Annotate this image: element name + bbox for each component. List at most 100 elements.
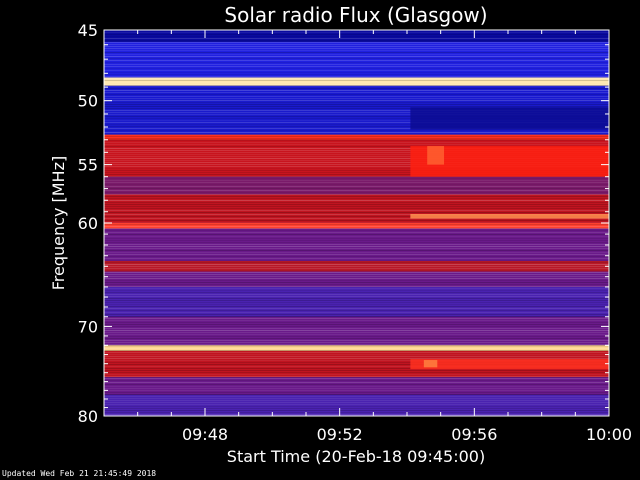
texture-line xyxy=(104,198,609,199)
texture-line xyxy=(104,80,609,81)
feature-1 xyxy=(427,146,445,165)
texture-line xyxy=(104,250,609,251)
texture-line xyxy=(104,326,609,327)
texture-line xyxy=(104,94,609,95)
texture-line xyxy=(104,220,609,221)
texture-line xyxy=(104,390,609,391)
texture-line xyxy=(104,212,609,213)
texture-line xyxy=(104,136,609,137)
texture-line xyxy=(104,82,609,83)
texture-line xyxy=(104,204,609,205)
texture-line xyxy=(104,162,609,163)
x-tick-label: 10:00 xyxy=(586,425,632,444)
band-13 xyxy=(104,286,609,317)
texture-line xyxy=(104,124,609,125)
texture-line xyxy=(104,278,609,279)
texture-line xyxy=(104,44,609,45)
texture-line xyxy=(104,400,609,401)
texture-line xyxy=(104,154,609,155)
texture-line xyxy=(104,36,609,37)
texture-line xyxy=(104,194,609,195)
band-12 xyxy=(104,271,609,287)
texture-line xyxy=(104,96,609,97)
texture-line xyxy=(104,52,609,53)
texture-line xyxy=(104,38,609,39)
texture-line xyxy=(104,308,609,309)
texture-line xyxy=(104,406,609,407)
y-tick-label: 50 xyxy=(78,92,98,111)
texture-line xyxy=(104,300,609,301)
texture-line xyxy=(104,40,609,41)
texture-line xyxy=(104,328,609,329)
texture-line xyxy=(104,68,609,69)
y-tick-label: 45 xyxy=(78,21,98,40)
texture-line xyxy=(104,298,609,299)
texture-line xyxy=(104,158,609,159)
texture-line xyxy=(104,352,609,353)
texture-line xyxy=(104,54,609,55)
texture-line xyxy=(104,376,609,377)
texture-line xyxy=(104,128,609,129)
texture-line xyxy=(104,280,609,281)
texture-line xyxy=(104,172,609,173)
texture-line xyxy=(104,268,609,269)
texture-line xyxy=(104,342,609,343)
texture-line xyxy=(104,296,609,297)
texture-line xyxy=(104,252,609,253)
texture-line xyxy=(104,410,609,411)
texture-line xyxy=(104,322,609,323)
texture-line xyxy=(104,276,609,277)
texture-line xyxy=(104,174,609,175)
texture-line xyxy=(104,254,609,255)
texture-line xyxy=(104,294,609,295)
texture-line xyxy=(104,210,609,211)
texture-line xyxy=(104,288,609,289)
texture-line xyxy=(104,318,609,319)
texture-line xyxy=(104,264,609,265)
texture-line xyxy=(104,98,609,99)
texture-line xyxy=(104,378,609,379)
texture-line xyxy=(104,102,609,103)
texture-line xyxy=(104,84,609,85)
texture-line xyxy=(104,356,609,357)
texture-line xyxy=(104,234,609,235)
texture-line xyxy=(104,282,609,283)
band-1 xyxy=(104,41,609,78)
texture-line xyxy=(104,314,609,315)
texture-line xyxy=(104,240,609,241)
band-15 xyxy=(104,345,609,351)
texture-line xyxy=(104,396,609,397)
texture-line xyxy=(104,182,609,183)
texture-line xyxy=(104,334,609,335)
y-tick-label: 60 xyxy=(78,214,98,233)
texture-line xyxy=(104,340,609,341)
texture-line xyxy=(104,274,609,275)
texture-line xyxy=(104,354,609,355)
y-tick-label: 80 xyxy=(78,407,98,426)
texture-line xyxy=(104,116,609,117)
texture-line xyxy=(104,118,609,119)
texture-line xyxy=(104,262,609,263)
texture-line xyxy=(104,208,609,209)
x-axis: 09:48 09:52 09:56 10:00 xyxy=(137,30,632,444)
texture-line xyxy=(104,370,609,371)
band-9 xyxy=(104,223,609,229)
texture-line xyxy=(104,206,609,207)
band-0 xyxy=(104,30,609,42)
texture-line xyxy=(104,148,609,149)
band-2 xyxy=(104,77,609,86)
texture-line xyxy=(104,350,609,351)
texture-line xyxy=(104,176,609,177)
texture-line xyxy=(104,160,609,161)
texture-line xyxy=(104,48,609,49)
texture-line xyxy=(104,270,609,271)
texture-line xyxy=(104,50,609,51)
texture-line xyxy=(104,108,609,109)
texture-line xyxy=(104,168,609,169)
texture-line xyxy=(104,104,609,105)
texture-line xyxy=(104,100,609,101)
texture-line xyxy=(104,46,609,47)
texture-line xyxy=(104,284,609,285)
chart-title: Solar radio Flux (Glasgow) xyxy=(224,3,487,27)
texture-line xyxy=(104,384,609,385)
